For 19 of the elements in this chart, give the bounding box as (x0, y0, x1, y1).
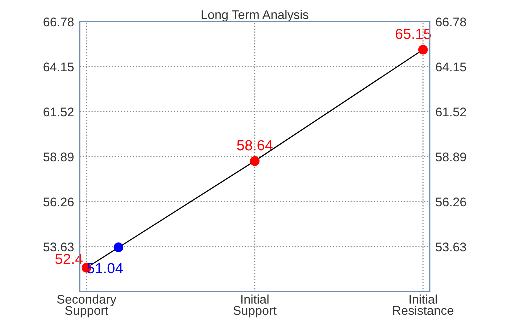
point (250, 156, 260, 166)
point (418, 45, 428, 55)
y2-tick-label: 66.78 (436, 18, 466, 27)
y-tick-label: 58.89 (44, 152, 74, 162)
y-tick-label: 61.52 (44, 108, 74, 117)
y-tick-label: 56.26 (44, 198, 74, 207)
y2-tick-label: 58.89 (436, 152, 466, 162)
y-tick-label: 64.15 (44, 62, 74, 72)
y2-tick-label: 61.52 (436, 108, 466, 117)
x-tick-label: Initial Support (234, 294, 277, 318)
y-tick-label: 66.78 (44, 18, 74, 27)
y2-tick-label: 56.26 (436, 198, 466, 207)
x-tick-label: Secondary Support (57, 294, 117, 318)
y-tick-label: 53.63 (44, 242, 74, 252)
y2-tick-label: 64.15 (436, 62, 466, 72)
chart-title: Long Term Analysis (202, 10, 309, 22)
data-label: 58.64 (237, 140, 273, 151)
x-tick-label: Initial Resistance (393, 294, 454, 316)
y2-tick-label: 53.63 (436, 242, 466, 252)
